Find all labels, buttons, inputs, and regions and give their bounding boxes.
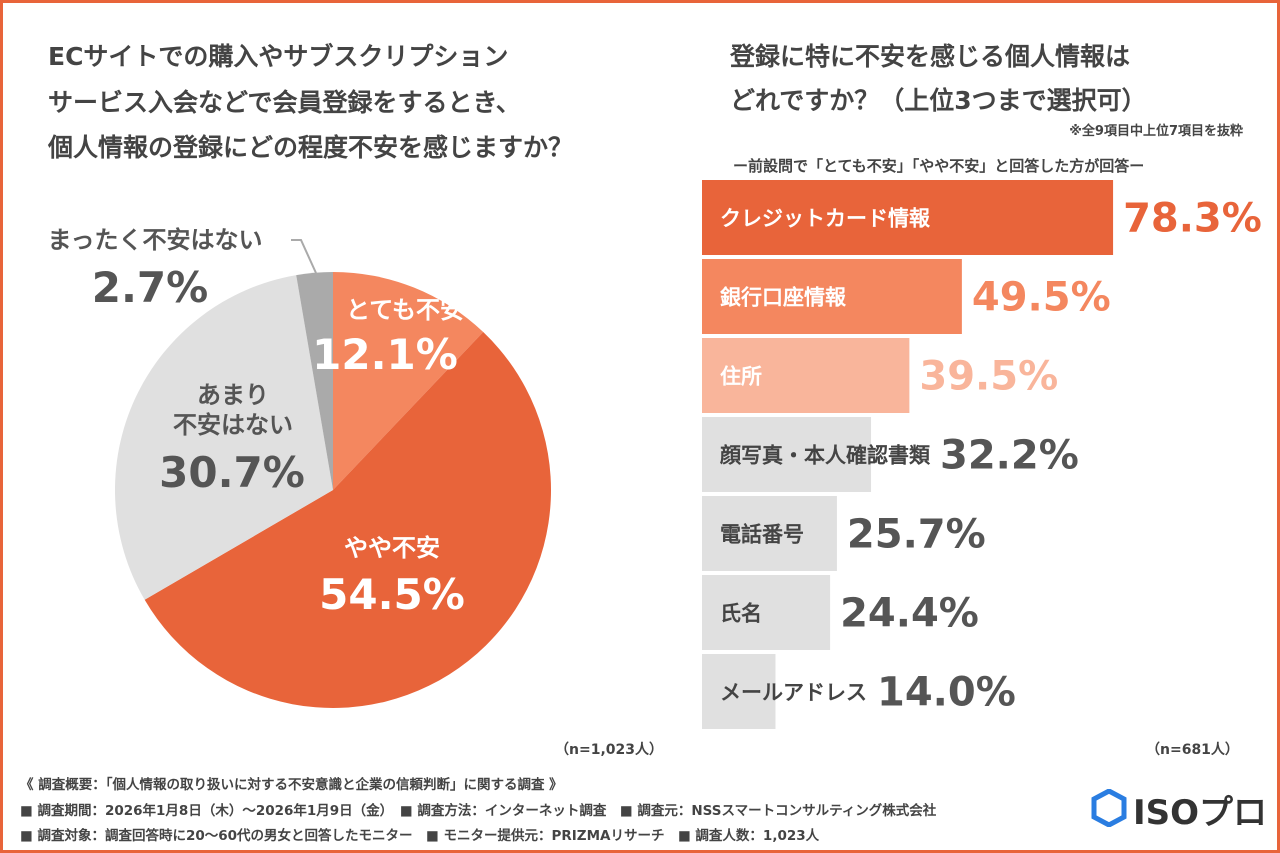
pie-slice: [144, 332, 551, 708]
footer-line: 《 調査概要：「個人情報の取り扱いに対する不安意識と企業の信頼判断」に関する調査…: [20, 777, 563, 793]
bar-value: 25.7%: [847, 512, 986, 558]
pie-slice: [114, 275, 334, 600]
bar-value: 32.2%: [940, 433, 1079, 479]
bar: [702, 180, 1114, 255]
bar: [702, 496, 837, 571]
slice-value: 54.5%: [319, 569, 465, 619]
bar: [702, 654, 776, 729]
bar-label: 氏名: [720, 602, 762, 626]
logo-icon: [1091, 789, 1127, 827]
slice-label: まったく不安はない: [47, 226, 263, 254]
bar-value: 49.5%: [972, 275, 1111, 321]
note: ※全9項目中上位7項目を抜粋: [1069, 124, 1243, 139]
slice-value: 30.7%: [159, 447, 305, 497]
pie-title-line: サービス入会などで会員登録をするとき、: [48, 88, 521, 117]
slice-value: 12.1%: [312, 329, 458, 379]
bar: [702, 417, 872, 492]
bar: [702, 575, 831, 650]
slice-label: あまり 不安はない: [173, 381, 293, 439]
bar-title-line: 登録に特に不安を感じる個人情報は: [730, 42, 1131, 71]
bar-value: 14.0%: [877, 670, 1016, 716]
pie-title-line: 個人情報の登録にどの程度不安を感じますか？: [48, 133, 574, 162]
footer-line: ■ 調査期間：2026年1月8日（木）～2026年1月9日（金） ■ 調査方法：…: [20, 803, 937, 819]
logo: ISOプロ: [1133, 793, 1268, 833]
pie-slice: [333, 272, 484, 490]
bar-value: 78.3%: [1123, 196, 1262, 242]
subtitle: ー前設問で「とても不安」「やや不安」と回答した方が回答ー: [733, 157, 1145, 175]
bar: [702, 338, 910, 413]
sample-size: （n=681人）: [1146, 742, 1239, 758]
bar-label: クレジットカード情報: [720, 207, 931, 231]
bar-title-line: どれですか？（上位3つまで選択可）: [730, 86, 1147, 115]
bar-label: 住所: [720, 365, 762, 389]
pie-title-line: ECサイトでの購入やサブスクリプション: [48, 42, 509, 71]
bar: [702, 259, 962, 334]
charts: クレジットカード情報 78.3% 銀行口座情報 49.5% 住所 39.5% 顔写真・本人確…: [114, 180, 1262, 729]
slice-value: 2.7%: [91, 262, 209, 312]
bar-value: 39.5%: [919, 354, 1058, 400]
bar-label: メールアドレス: [720, 681, 867, 705]
pie-slice: [296, 272, 333, 490]
slice-label: やや不安: [344, 534, 440, 562]
bar-label: 電話番号: [720, 523, 804, 547]
bar-label: 銀行口座情報: [720, 286, 847, 310]
slice-label: とても不安: [345, 296, 465, 324]
leader-line: [291, 239, 317, 274]
bar-label: 顔写真・本人確認書類: [719, 444, 931, 468]
bar-value: 24.4%: [840, 591, 979, 637]
footer-line: ■ 調査対象：調査回答時に20〜60代の男女と回答したモニター ■ モニター提供…: [20, 828, 820, 844]
sample-size: （n=1,023人）: [555, 742, 663, 758]
